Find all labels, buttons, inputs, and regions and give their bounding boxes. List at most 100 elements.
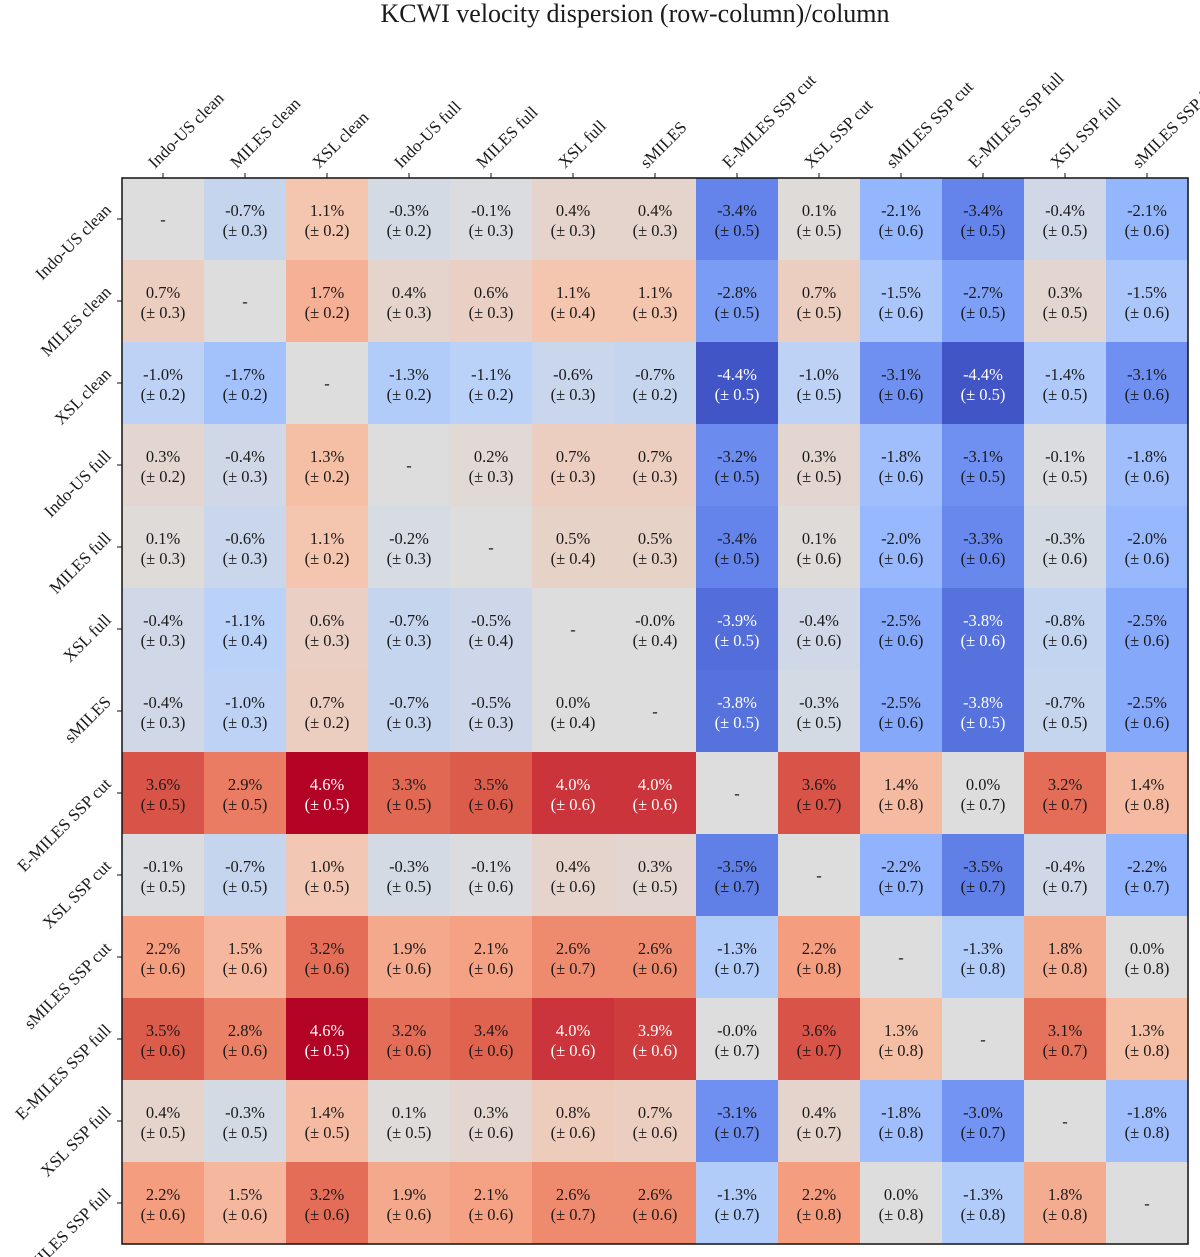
cell-value-label: -2.1% (1127, 201, 1167, 220)
cell-error-label: (± 0.5) (387, 1123, 432, 1142)
heatmap-cell (450, 752, 533, 835)
cell-value-label: -0.3% (225, 1103, 265, 1122)
heatmap-cell (532, 588, 615, 671)
cell-value-label: -1.3% (389, 365, 429, 384)
heatmap-cell (368, 424, 451, 507)
cell-error-label: (± 0.8) (879, 795, 924, 814)
cell-error-label: (± 0.5) (715, 385, 760, 404)
cell-error-label: (± 0.5) (387, 877, 432, 896)
row-label: Indo-US full (40, 446, 115, 521)
cell-value-label: -3.1% (881, 365, 921, 384)
heatmap-cell (778, 342, 861, 425)
heatmap-cell (942, 998, 1025, 1081)
heatmap-cell (532, 916, 615, 999)
heatmap-cell (122, 670, 205, 753)
cell-error-label: (± 0.6) (879, 713, 924, 732)
heatmap-cell (696, 752, 779, 835)
cell-value-label: 0.7% (638, 1103, 673, 1122)
row-label: sMILES (61, 692, 115, 746)
heatmap-cell (778, 670, 861, 753)
heatmap-cell (204, 178, 287, 261)
cell-error-label: (± 0.6) (1125, 385, 1170, 404)
cell-value-label: -2.5% (881, 611, 921, 630)
heatmap-cell (614, 670, 697, 753)
heatmap-cell (942, 1162, 1025, 1245)
cell-value-label: 3.5% (474, 775, 509, 794)
cell-error-label: (± 0.4) (551, 549, 596, 568)
diagonal-label: - (898, 948, 904, 967)
heatmap-cell (450, 588, 533, 671)
cell-value-label: -1.3% (963, 1185, 1003, 1204)
heatmap-cell (122, 260, 205, 343)
cell-error-label: (± 0.3) (223, 713, 268, 732)
cell-value-label: -1.8% (881, 1103, 921, 1122)
cell-error-label: (± 0.2) (387, 221, 432, 240)
diagonal-label: - (1062, 1112, 1068, 1131)
cell-value-label: -0.4% (799, 611, 839, 630)
cell-error-label: (± 0.3) (633, 303, 678, 322)
cell-error-label: (± 0.5) (305, 1123, 350, 1142)
cell-value-label: -0.4% (1045, 857, 1085, 876)
cell-error-label: (± 0.4) (551, 303, 596, 322)
cell-error-label: (± 0.8) (797, 1205, 842, 1224)
cell-value-label: 3.2% (392, 1021, 427, 1040)
cell-value-label: -1.7% (225, 365, 265, 384)
cell-value-label: -2.0% (881, 529, 921, 548)
cell-error-label: (± 0.5) (797, 467, 842, 486)
heatmap-cell (1106, 178, 1189, 261)
heatmap-cell (1024, 178, 1107, 261)
cell-error-label: (± 0.6) (223, 1041, 268, 1060)
heatmap-cell (614, 1162, 697, 1245)
cell-error-label: (± 0.6) (1125, 303, 1170, 322)
cell-error-label: (± 0.6) (141, 959, 186, 978)
cell-error-label: (± 0.5) (223, 877, 268, 896)
heatmap-cell (532, 178, 615, 261)
cell-value-label: -1.3% (717, 1185, 757, 1204)
cell-value-label: 0.5% (638, 529, 673, 548)
cell-error-label: (± 0.2) (305, 303, 350, 322)
heatmap-cell (204, 752, 287, 835)
cell-value-label: -2.8% (717, 283, 757, 302)
cell-value-label: 4.0% (556, 1021, 591, 1040)
heatmap-cell (778, 752, 861, 835)
cell-value-label: 0.6% (310, 611, 345, 630)
heatmap-cell (778, 178, 861, 261)
cell-value-label: 1.1% (556, 283, 591, 302)
heatmap-cell (368, 670, 451, 753)
cell-error-label: (± 0.2) (223, 385, 268, 404)
cell-value-label: 0.8% (556, 1103, 591, 1122)
cell-value-label: 2.9% (228, 775, 263, 794)
cell-error-label: (± 0.3) (633, 221, 678, 240)
cell-error-label: (± 0.4) (223, 631, 268, 650)
cell-error-label: (± 0.7) (879, 877, 924, 896)
cell-error-label: (± 0.8) (961, 959, 1006, 978)
cell-value-label: -2.0% (1127, 529, 1167, 548)
cell-value-label: 0.4% (638, 201, 673, 220)
heatmap-cell (1024, 834, 1107, 917)
cell-value-label: 0.4% (556, 201, 591, 220)
cell-value-label: 1.9% (392, 1185, 427, 1204)
cell-error-label: (± 0.8) (1043, 959, 1088, 978)
cell-error-label: (± 0.6) (633, 795, 678, 814)
cell-error-label: (± 0.7) (797, 1123, 842, 1142)
cell-value-label: -2.2% (1127, 857, 1167, 876)
cell-value-label: -1.0% (799, 365, 839, 384)
cell-value-label: -1.8% (1127, 1103, 1167, 1122)
cell-error-label: (± 0.7) (715, 1205, 760, 1224)
cell-value-label: -0.3% (1045, 529, 1085, 548)
heatmap-cell (778, 916, 861, 999)
cell-error-label: (± 0.8) (879, 1041, 924, 1060)
heatmap-cell (1024, 1080, 1107, 1163)
heatmap-cell (204, 670, 287, 753)
cell-error-label: (± 0.3) (469, 221, 514, 240)
heatmap-cell (204, 588, 287, 671)
cell-value-label: 3.4% (474, 1021, 509, 1040)
cell-error-label: (± 0.3) (633, 549, 678, 568)
heatmap-cell (1024, 998, 1107, 1081)
heatmap-cell (286, 752, 369, 835)
heatmap-cell (532, 424, 615, 507)
cell-error-label: (± 0.3) (141, 631, 186, 650)
cell-value-label: -1.4% (1045, 365, 1085, 384)
heatmap-cell (860, 424, 943, 507)
cell-value-label: -0.2% (389, 529, 429, 548)
